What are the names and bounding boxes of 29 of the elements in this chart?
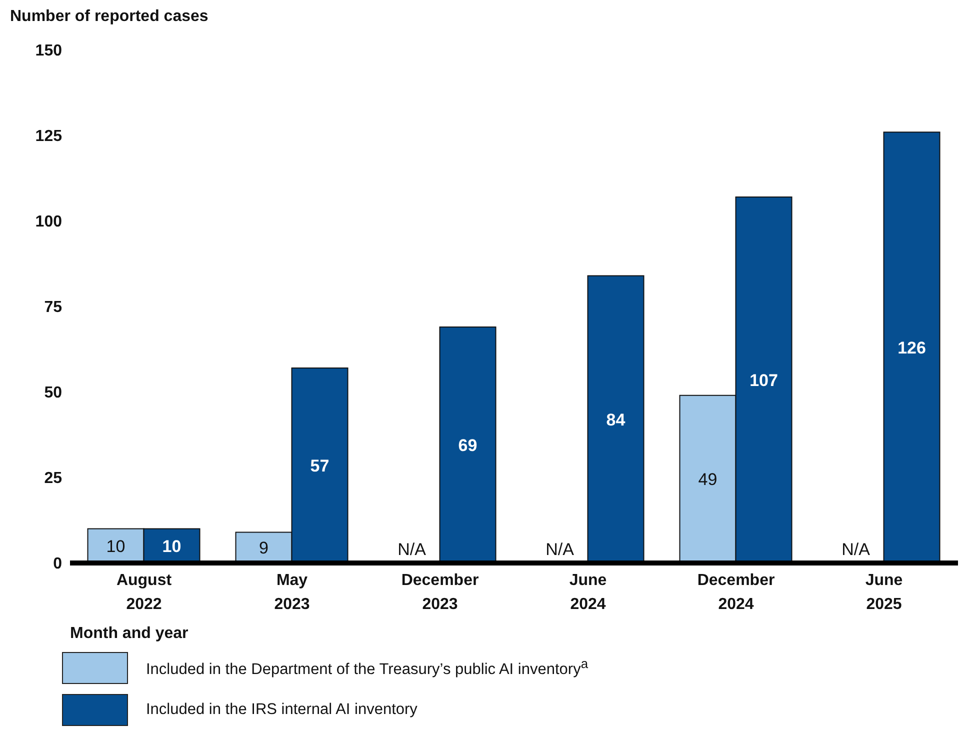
y-tick-label: 100 bbox=[35, 214, 62, 231]
x-tick-label: December 2023 bbox=[401, 572, 479, 613]
data-label: 57 bbox=[310, 456, 330, 476]
text: N/A bbox=[842, 540, 870, 559]
data-label: 10 bbox=[162, 536, 182, 556]
x-axis-title: Month and year bbox=[70, 625, 190, 643]
x-tick-label: December 2024 bbox=[697, 572, 775, 613]
data-label: 84 bbox=[606, 410, 626, 430]
data-label: 126 bbox=[898, 338, 926, 358]
data-label: 69 bbox=[458, 436, 478, 456]
x-tick-label: June 2025 bbox=[865, 572, 903, 613]
text: N/A bbox=[398, 540, 426, 559]
y-tick-label: 50 bbox=[44, 384, 62, 402]
y-tick-label: 25 bbox=[44, 470, 62, 488]
data-label: 49 bbox=[698, 470, 718, 490]
y-tick-label: 0 bbox=[53, 556, 62, 573]
y-tick-label: 75 bbox=[44, 299, 62, 316]
text: N/A bbox=[546, 540, 574, 559]
x-tick-label: August 2022 bbox=[116, 572, 172, 613]
y-tick-label: 150 bbox=[35, 42, 62, 60]
data-label: 9 bbox=[259, 538, 268, 558]
legend-label: Included in the IRS internal AI inventory bbox=[146, 701, 418, 719]
data-label: 10 bbox=[106, 536, 126, 556]
data-label: 107 bbox=[750, 371, 778, 390]
x-tick-label: May 2023 bbox=[274, 572, 310, 613]
x-tick-label: June 2024 bbox=[569, 572, 607, 613]
y-axis-title: Number of reported cases bbox=[10, 8, 208, 26]
y-tick-label: 125 bbox=[35, 128, 62, 146]
legend-label: Included in the Department of the Treasury’s public AI inventory$^{a}$ bbox=[146, 656, 588, 680]
